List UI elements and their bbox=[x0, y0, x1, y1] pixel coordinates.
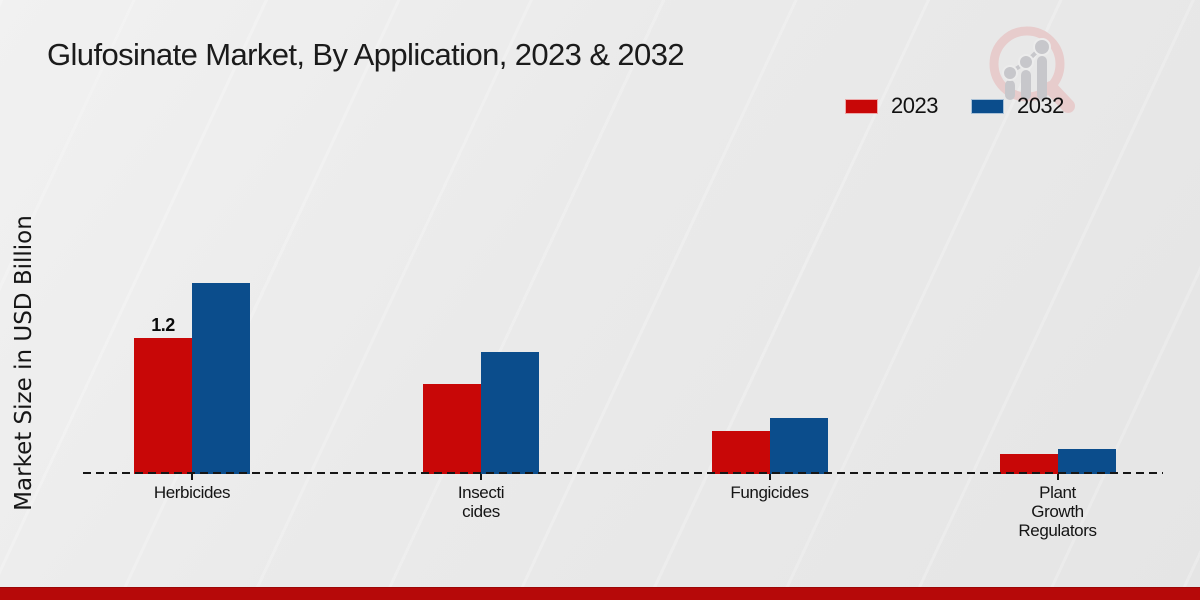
category-label-line: Plant bbox=[1039, 483, 1076, 502]
legend-label-2023: 2023 bbox=[891, 93, 938, 118]
category-label-line: Insecti bbox=[457, 483, 505, 502]
category-label-line: Regulators bbox=[1018, 521, 1097, 540]
bar-2032-plant-growth-regulators bbox=[1057, 449, 1116, 474]
category-label-line: Fungicides bbox=[730, 483, 809, 502]
bar-2023-insecticides bbox=[423, 384, 481, 474]
y-axis-label: Market Size in USD Billion bbox=[11, 215, 37, 511]
x-axis-tick bbox=[191, 474, 193, 480]
value-label-2023-herbicides: 1.2 bbox=[151, 315, 175, 335]
legend-swatch-2032 bbox=[970, 98, 1004, 114]
footer-accent-bar bbox=[0, 587, 1200, 600]
category-label-plant-growth-regulators: Plant Growth Regulators bbox=[978, 483, 1138, 540]
x-axis-tick bbox=[768, 474, 771, 480]
category-label-fungicides: Fungicides bbox=[690, 483, 850, 502]
x-axis-tick bbox=[1056, 474, 1059, 480]
category-label-herbicides: Herbicides bbox=[112, 483, 272, 502]
category-label-line: Herbicides bbox=[153, 483, 231, 502]
growth-chart-magnifier-logo-icon bbox=[989, 26, 1075, 113]
bar-2032-herbicides bbox=[192, 283, 250, 474]
bar-2023-fungicides bbox=[711, 431, 770, 474]
legend: 2023 2032 bbox=[845, 93, 1064, 119]
bar-2023-plant-growth-regulators bbox=[999, 454, 1058, 474]
legend-item-2032: 2032 bbox=[970, 93, 1064, 119]
page-title: Glufosinate Market, By Application, 2023… bbox=[47, 37, 685, 72]
category-label-insecticides: Insecti cides bbox=[401, 483, 561, 521]
category-label-line: cides bbox=[462, 502, 500, 521]
legend-swatch-2023 bbox=[845, 98, 878, 114]
bar-2032-insecticides bbox=[481, 352, 539, 474]
x-axis-tick bbox=[480, 474, 482, 480]
x-axis-baseline bbox=[83, 472, 1163, 474]
legend-label-2032: 2032 bbox=[1016, 93, 1064, 118]
category-label-line: Growth bbox=[1031, 502, 1084, 521]
bar-2023-herbicides bbox=[134, 338, 192, 474]
bar-2032-fungicides bbox=[769, 418, 828, 474]
legend-item-2023: 2023 bbox=[845, 93, 938, 119]
